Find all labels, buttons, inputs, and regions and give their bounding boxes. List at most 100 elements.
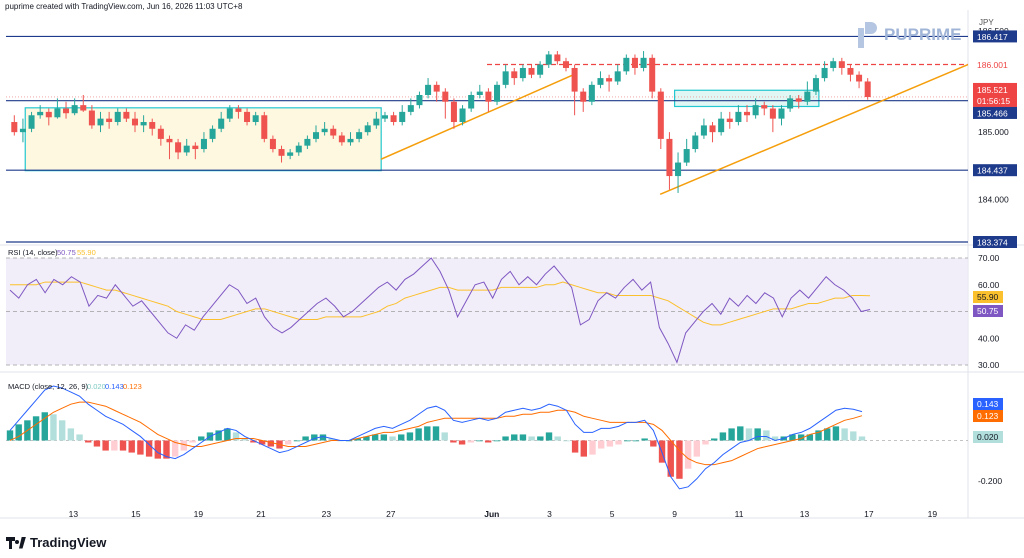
- macd-histogram-bar: [832, 426, 840, 441]
- candle-body: [312, 132, 320, 139]
- macd-hist-box: [973, 431, 1003, 443]
- candle-body: [778, 108, 785, 119]
- level-label: 184.437: [973, 164, 1017, 177]
- candle-body: [390, 115, 397, 123]
- candle-body: [330, 128, 337, 136]
- candle-body: [718, 118, 725, 133]
- trend-line: [659, 63, 969, 195]
- macd-line: [9, 385, 863, 490]
- candle-body: [502, 71, 509, 85]
- candle-body: [157, 128, 164, 139]
- candle-body: [356, 132, 363, 139]
- candle-body: [19, 128, 26, 133]
- time-tick-label: 13: [800, 509, 810, 519]
- candle-body: [278, 149, 285, 156]
- level-label: 183.374: [973, 236, 1017, 248]
- candle-body: [252, 115, 259, 123]
- puprime-watermark: PUPRIME: [858, 22, 961, 48]
- macd-signal-line: [9, 401, 863, 466]
- macd-histogram-bar: [467, 440, 474, 443]
- macd-histogram-bar: [580, 440, 587, 457]
- candle-body: [649, 57, 656, 92]
- macd-hist-legend: 0.020: [87, 382, 106, 391]
- candle-body: [407, 105, 414, 112]
- macd-histogram-bar: [232, 432, 240, 441]
- time-tick-label: 11: [735, 509, 744, 519]
- level-label-text: 184.437: [977, 166, 1008, 176]
- macd-histogram-bar: [171, 440, 179, 457]
- macd-histogram-bar: [15, 424, 22, 441]
- rsi-value-legend: 50.75: [57, 248, 76, 257]
- candle-body: [295, 145, 302, 153]
- macd-histogram-bar: [128, 440, 135, 453]
- candle-body: [425, 84, 432, 95]
- candle-body: [476, 91, 483, 95]
- macd-histogram-bar: [250, 440, 257, 443]
- macd-histogram-bar: [41, 412, 48, 441]
- candle-body: [588, 84, 595, 102]
- macd-histogram-bar: [858, 436, 866, 441]
- macd-histogram-bar: [424, 426, 431, 441]
- macd-histogram-bar: [441, 432, 448, 441]
- candle-body: [519, 67, 526, 79]
- macd-histogram-bar: [476, 440, 483, 442]
- candle-body: [795, 98, 802, 102]
- candle-body: [468, 94, 475, 109]
- candle-body: [657, 91, 664, 139]
- macd-histogram-bar: [850, 431, 857, 441]
- rsi-value-box: [973, 305, 1003, 317]
- rsi-ma-box: [973, 291, 1003, 303]
- macd-histogram-bar: [624, 440, 631, 442]
- macd-histogram-bar: [502, 436, 509, 441]
- macd-histogram-bar: [815, 430, 822, 441]
- candle-body: [614, 71, 621, 82]
- candle-body: [562, 61, 570, 68]
- macd-legend: 0.143: [105, 382, 124, 391]
- candle-body: [71, 105, 78, 114]
- candle-body: [106, 118, 113, 123]
- macd-histogram-bar: [693, 440, 701, 457]
- candle-body: [140, 122, 147, 126]
- macd-histogram-bar: [32, 416, 40, 441]
- time-tick-label: 23: [322, 509, 332, 519]
- macd-histogram-bar: [728, 428, 735, 441]
- macd-histogram-bar: [484, 440, 492, 443]
- tradingview-logo-icon: [6, 536, 26, 549]
- rsi-tick-label: 60.00: [978, 280, 1000, 290]
- currency-label: JPY: [979, 18, 994, 27]
- candle-body: [347, 138, 354, 143]
- time-tick-label: Jun: [484, 509, 499, 519]
- level-label-bg: [973, 236, 1017, 248]
- macd-histogram-bar: [163, 440, 170, 459]
- rsi-title: RSI (14, close): [8, 248, 58, 257]
- macd-histogram-bar: [554, 436, 561, 441]
- time-tick-label: 19: [194, 509, 204, 519]
- candle-body: [856, 74, 863, 82]
- macd-histogram-bar: [354, 438, 361, 441]
- macd-histogram-bar: [737, 426, 744, 441]
- macd-histogram-bar: [754, 428, 761, 441]
- candle-body: [830, 61, 837, 68]
- tradingview-brand[interactable]: TradingView: [6, 535, 106, 550]
- candle-body: [666, 138, 673, 177]
- candle-body: [700, 125, 707, 136]
- candle-body: [416, 94, 423, 106]
- candle-body: [623, 57, 630, 72]
- macd-histogram-bar: [293, 440, 301, 442]
- macd-signal-box-label: 0.123: [977, 411, 999, 421]
- candle-body: [45, 111, 52, 118]
- macd-histogram-bar: [597, 440, 605, 449]
- level-label-bg: [973, 164, 1017, 177]
- macd-histogram-bar: [589, 440, 596, 455]
- macd-histogram-bar: [180, 440, 188, 451]
- macd-histogram-bar: [154, 440, 161, 459]
- macd-histogram-bar: [563, 440, 570, 442]
- rsi-ma-line: [10, 281, 871, 326]
- rsi-line: [9, 257, 871, 364]
- puprime-logo-icon: [858, 22, 878, 48]
- candle-body: [537, 64, 544, 75]
- macd-histogram-bar: [415, 428, 422, 441]
- macd-histogram-bar: [371, 434, 379, 441]
- candle-body: [631, 57, 638, 68]
- candle-body: [114, 111, 121, 123]
